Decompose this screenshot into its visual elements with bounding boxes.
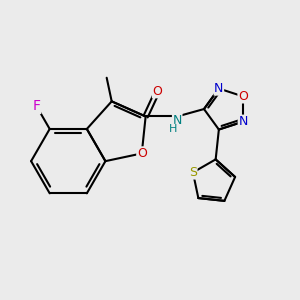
Text: H: H bbox=[169, 124, 178, 134]
Text: N: N bbox=[238, 115, 248, 128]
Text: F: F bbox=[33, 99, 41, 113]
Text: N: N bbox=[214, 82, 224, 95]
Text: O: O bbox=[152, 85, 162, 98]
Text: S: S bbox=[189, 166, 197, 179]
Text: N: N bbox=[172, 114, 182, 127]
Text: O: O bbox=[238, 90, 248, 103]
Text: O: O bbox=[137, 147, 147, 160]
